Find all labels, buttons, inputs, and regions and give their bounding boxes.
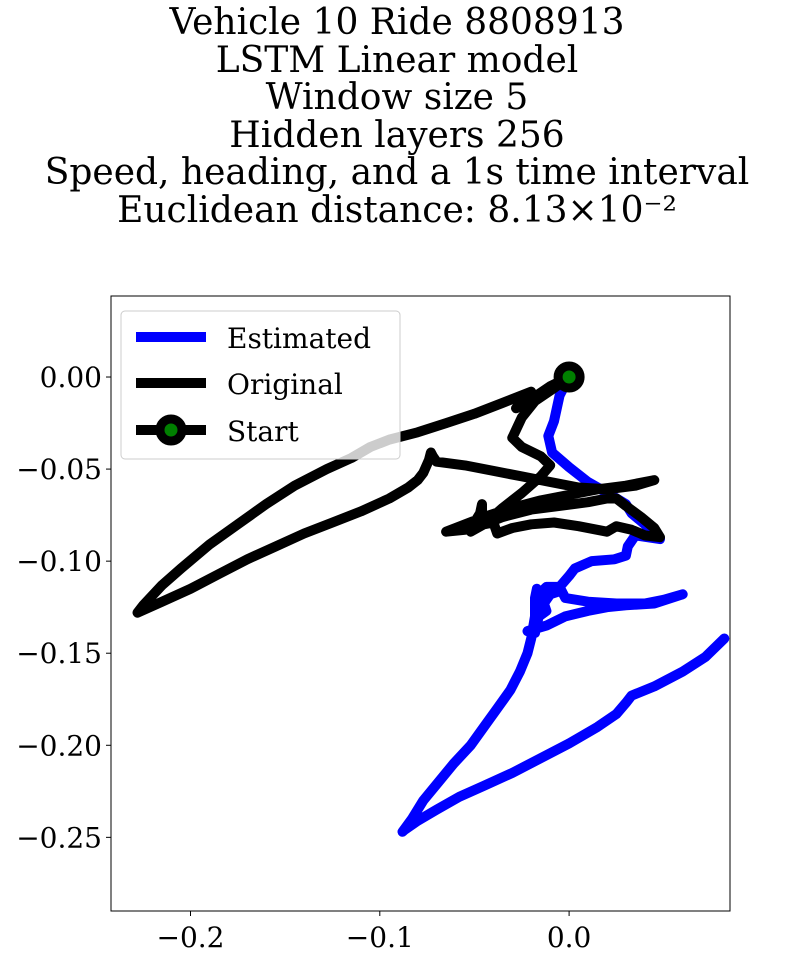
series-layer [132,372,730,837]
legend-label-estimated: Estimated [227,322,371,355]
legend-label-start: Start [227,415,300,448]
start-marker [553,361,585,393]
title-line-6: Euclidean distance: 8.13×10⁻² [117,189,677,231]
x-tick-label: −0.2 [157,921,225,954]
title-line-5: Speed, heading, and a 1s time interval [44,152,750,194]
legend: Estimated Original Start [120,310,401,460]
y-tick-label: −0.10 [16,545,102,578]
x-tick-label: −0.1 [346,921,414,954]
series-line-estimated [397,372,730,837]
title-line-4: Hidden layers 256 [229,114,565,156]
x-tick-label: 0.0 [547,921,592,954]
y-tick-label: −0.25 [16,821,102,854]
y-tick-label: −0.15 [16,637,102,670]
chart-title: Vehicle 10 Ride 8808913 LSTM Linear mode… [0,4,794,230]
y-axis: 0.00 −0.05 −0.10 −0.15 −0.20 −0.25 [16,361,111,854]
y-tick-label: −0.20 [16,729,102,762]
legend-label-original: Original [227,368,343,401]
x-axis: −0.2 −0.1 0.0 [157,911,592,954]
axes-frame [110,295,731,912]
title-line-2: LSTM Linear model [215,39,579,81]
title-line-1: Vehicle 10 Ride 8808913 [169,2,625,43]
y-tick-label: −0.05 [16,453,102,486]
start-marker-layer [553,361,585,393]
title-line-3: Window size 5 [265,77,529,119]
legend-swatch-start-marker [155,414,187,446]
legend-frame [120,310,401,460]
y-tick-label: 0.00 [40,361,102,394]
series-line-original [132,372,665,618]
